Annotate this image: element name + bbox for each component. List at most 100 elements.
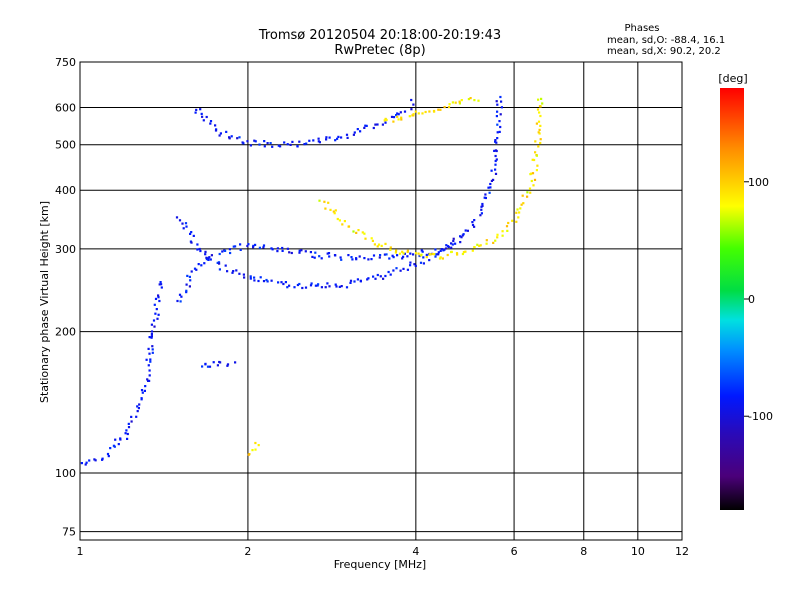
echo-point-X [396,115,399,118]
echo-point-O [199,249,202,253]
colorbar [720,88,744,510]
echo-point-O [200,264,203,267]
phases-title: Phases [624,23,659,34]
echo-point-X [485,242,488,245]
x-tick-label: 6 [511,545,518,558]
echo-point-O [452,237,455,240]
echo-point-X [456,253,459,256]
echo-point-O [179,300,182,303]
echo-point-O [403,110,407,113]
echo-point-X [332,210,335,213]
echo-point-X [539,114,542,118]
echo-point-O [412,253,415,256]
echo-point-X [357,229,360,232]
echo-point-O [396,112,399,115]
echo-point-O [413,263,416,266]
echo-point-O [406,268,409,271]
echo-point-O [410,98,413,102]
echo-point-O [148,374,151,377]
echo-point-X [420,253,423,256]
echo-point-X [541,102,544,105]
echo-point-O [277,281,280,284]
echo-point-O [196,243,199,246]
y-tick-label: 600 [55,102,76,115]
echo-point-X [361,231,364,234]
echo-point-O [395,267,398,270]
echo-point-O [106,452,110,456]
echo-point-X [355,231,358,234]
echo-point-O [148,369,151,372]
echo-point-O [207,258,210,261]
echo-point-O [419,261,423,264]
echo-point-X [450,250,453,253]
echo-point-O [359,130,362,133]
echo-point-O [148,379,151,382]
echo-point-O [157,294,160,297]
echo-point-O [198,247,201,251]
echo-point-O [84,463,87,466]
echo-point-O [150,323,153,326]
echo-point-O [258,143,261,146]
echo-point-O [489,186,492,189]
echo-point-X [425,256,428,259]
echo-point-X [539,124,542,127]
echo-point-O [428,259,431,262]
echo-point-X [417,252,420,255]
echo-point-X [251,449,254,452]
x-tick-label: 10 [631,545,645,558]
echo-point-O [318,141,321,144]
echo-point-O [242,273,245,276]
echo-point-O [159,281,162,284]
echo-point-X [408,115,411,118]
echo-point-O [367,277,370,280]
echo-point-O [107,455,110,458]
echo-point-O [496,137,499,140]
echo-point-O [190,231,193,234]
echo-point-O [119,437,122,440]
echo-point-O [363,257,366,260]
echo-point-O [374,123,377,126]
echo-point-O [490,169,493,172]
echo-point-O [349,279,353,282]
echo-point-O [466,229,469,232]
echo-point-X [329,208,332,211]
echo-point-O [495,158,498,161]
grid-lines [80,62,682,540]
echo-point-X [318,199,321,202]
echo-point-O [409,252,412,255]
echo-point-X [496,233,499,236]
echo-point-X [538,128,541,131]
echo-point-X [507,221,510,225]
echo-point-O [374,277,377,280]
echo-point-O [480,212,483,215]
echo-point-O [150,335,153,338]
echo-point-O [228,248,231,251]
echo-point-X [458,100,461,103]
echo-point-O [312,139,315,142]
echo-point-O [434,255,437,258]
echo-point-X [254,441,257,445]
echo-point-O [305,142,308,145]
echo-point-O [147,364,150,367]
echo-point-O [150,330,154,333]
echo-point-O [253,276,256,279]
echo-point-O [286,143,289,146]
echo-point-O [488,191,491,194]
echo-point-O [316,284,319,287]
echo-point-X [528,187,532,190]
echo-point-O [277,144,280,147]
x-tick-labels: 1 2 4 6 8 10 12 [77,545,690,558]
echo-point-O [389,273,392,276]
echo-point-X [462,251,465,254]
echo-point-X [324,207,327,210]
echo-point-X [526,195,529,198]
echo-point-O [190,241,193,244]
y-tick-label: 100 [55,467,76,480]
echo-point-O [471,221,474,224]
echo-point-X [537,131,540,134]
echo-point-O [143,389,146,392]
echo-point-O [317,283,320,286]
echo-point-X [515,220,518,223]
echo-point-O [246,140,249,143]
echo-point-O [182,227,185,230]
